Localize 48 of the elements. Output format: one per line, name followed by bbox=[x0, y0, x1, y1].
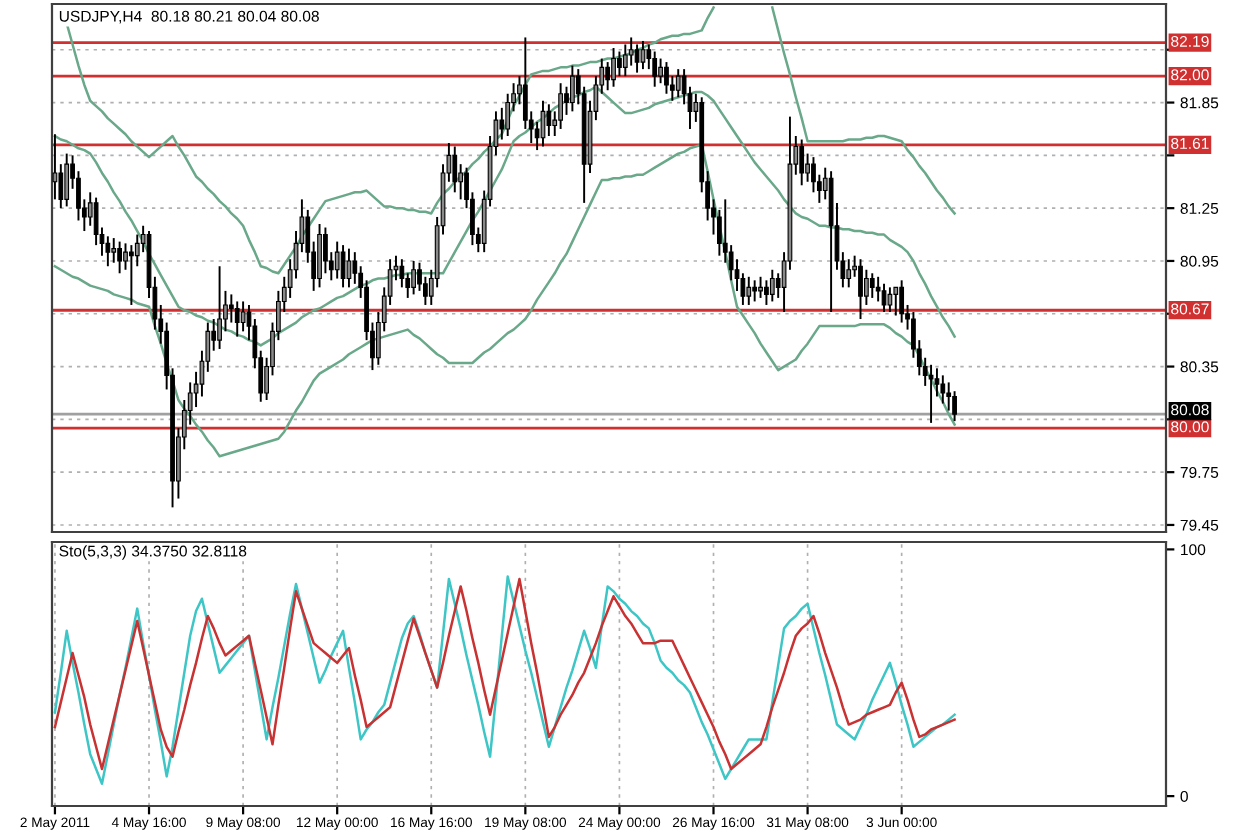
candlestick bbox=[634, 43, 640, 74]
candlestick bbox=[764, 279, 769, 306]
candlestick bbox=[240, 300, 246, 333]
candlestick bbox=[675, 68, 681, 99]
candlestick bbox=[799, 138, 805, 187]
candlestick bbox=[87, 191, 93, 227]
candlestick bbox=[928, 363, 934, 424]
candlestick bbox=[64, 152, 70, 208]
candlestick bbox=[746, 275, 752, 306]
candlestick bbox=[622, 43, 628, 78]
candlestick bbox=[217, 265, 222, 350]
candlestick bbox=[117, 240, 122, 275]
candlestick bbox=[611, 47, 616, 88]
candlestick bbox=[640, 39, 646, 71]
candlestick bbox=[558, 82, 563, 130]
candlestick bbox=[234, 300, 240, 338]
candlestick bbox=[828, 170, 834, 313]
candlestick bbox=[869, 272, 875, 299]
candlestick bbox=[769, 268, 775, 303]
candlestick bbox=[546, 103, 552, 137]
candlestick bbox=[940, 374, 946, 405]
candlestick bbox=[858, 258, 863, 321]
candlestick bbox=[846, 258, 852, 289]
candlestick bbox=[334, 240, 340, 280]
candlestick bbox=[605, 61, 611, 92]
candlestick bbox=[105, 235, 111, 268]
candlestick bbox=[111, 237, 117, 264]
candlestick bbox=[887, 286, 893, 313]
candlestick bbox=[411, 259, 416, 296]
candlestick bbox=[752, 279, 758, 303]
candlestick bbox=[452, 145, 458, 194]
candlestick bbox=[52, 133, 58, 201]
candlestick bbox=[346, 247, 352, 289]
candlestick bbox=[458, 163, 464, 201]
candlestick bbox=[893, 286, 899, 317]
candlestick bbox=[317, 223, 322, 289]
candlestick bbox=[340, 244, 346, 289]
candlestick bbox=[129, 244, 134, 306]
candlestick bbox=[952, 390, 957, 423]
candlestick bbox=[652, 50, 658, 88]
line-series bbox=[53, 143, 956, 458]
candlestick bbox=[570, 64, 575, 113]
candlestick bbox=[664, 61, 669, 95]
candlestick bbox=[864, 268, 869, 306]
candlestick bbox=[899, 279, 905, 324]
candlestick bbox=[881, 282, 887, 313]
candlestick bbox=[758, 275, 763, 299]
candlestick bbox=[499, 106, 505, 141]
